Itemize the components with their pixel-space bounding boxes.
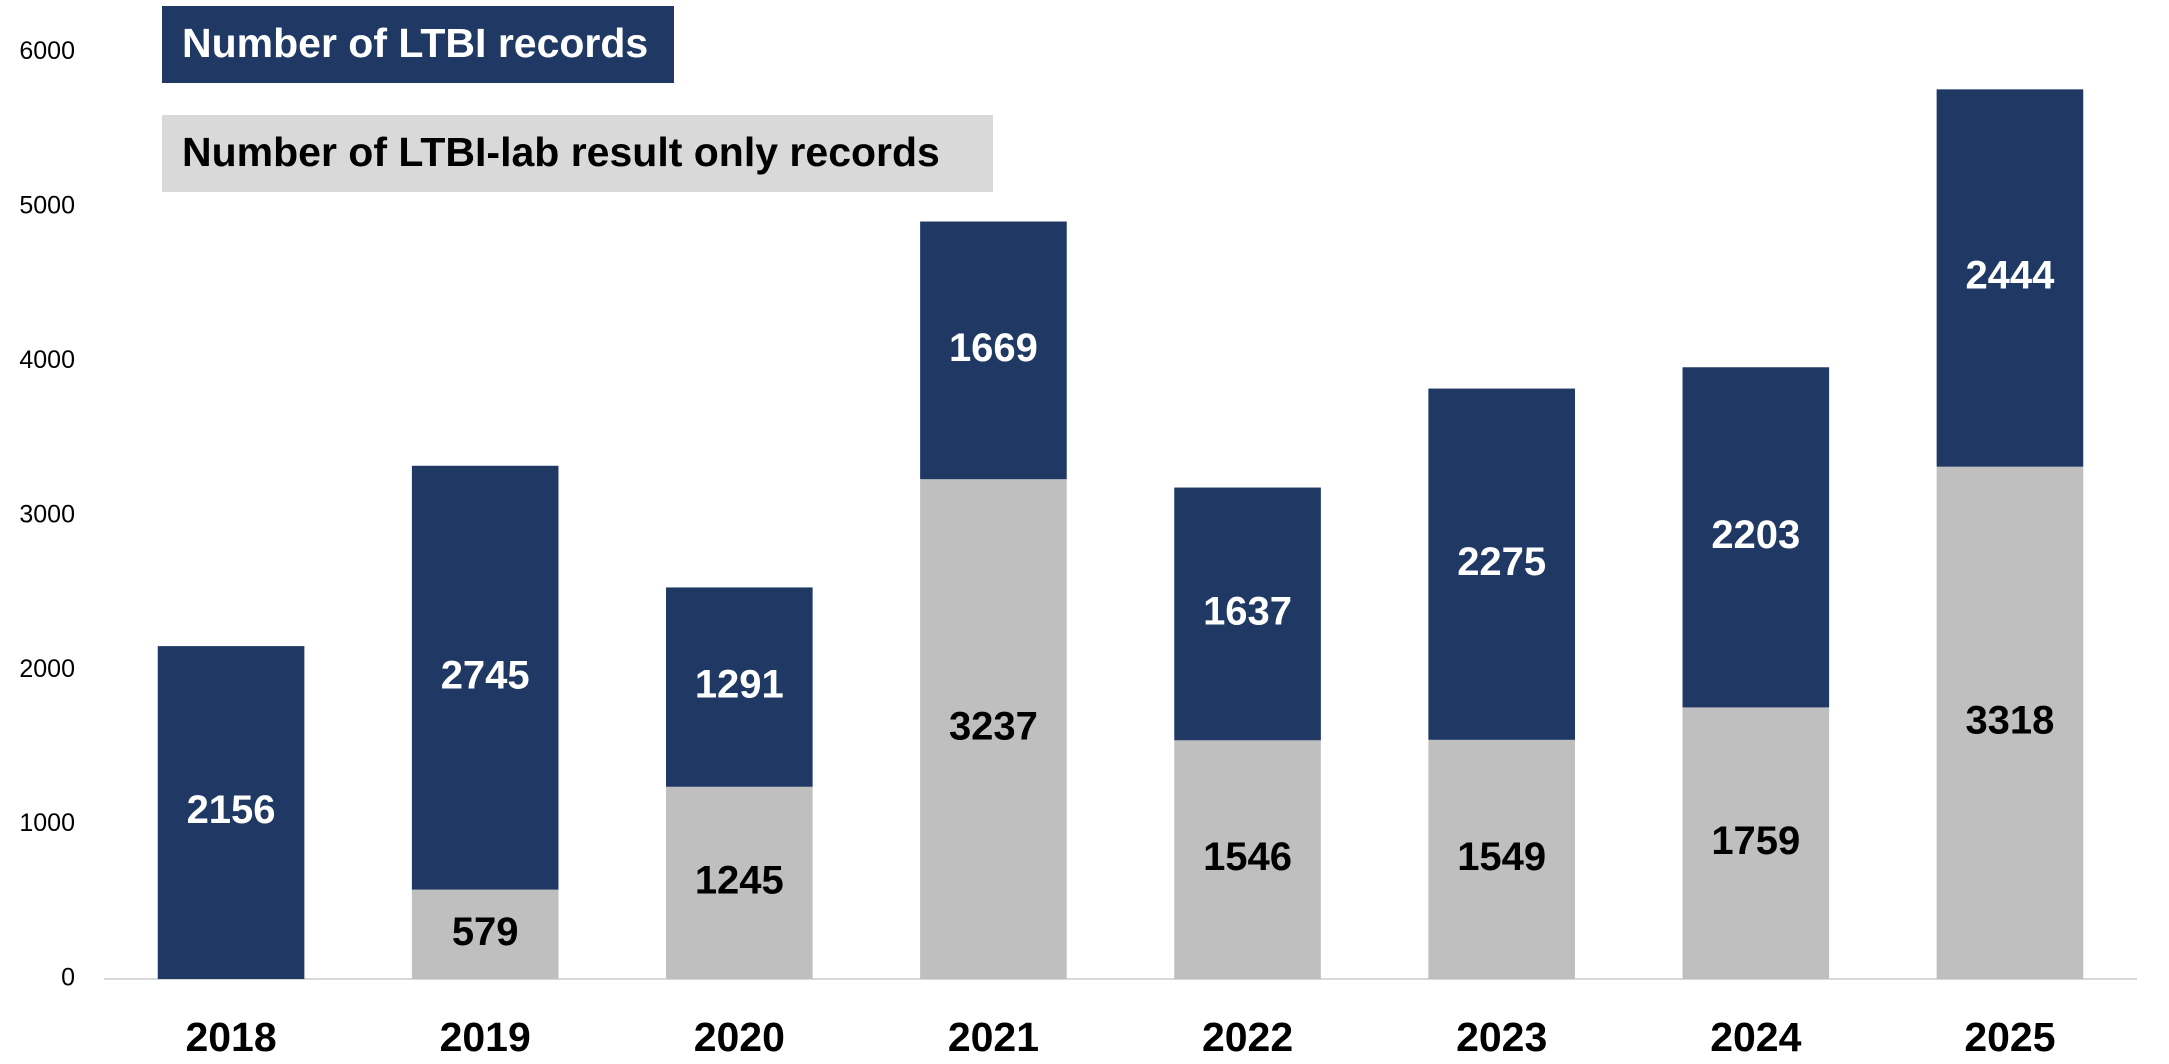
- bar-segment: [1682, 367, 1830, 708]
- y-tick-label: 2000: [19, 655, 75, 683]
- y-tick-label: 1000: [19, 809, 75, 837]
- data-label: 579: [452, 910, 519, 954]
- data-label: 2444: [1965, 254, 2055, 298]
- y-tick-label: 3000: [19, 500, 75, 528]
- bar-segment: [666, 786, 813, 979]
- legend-swatch: [162, 115, 993, 192]
- data-label: 3237: [949, 705, 1038, 749]
- bar-segment: [1428, 739, 1575, 979]
- x-tick-label: 2024: [1710, 1014, 1801, 1060]
- data-label: 3318: [1965, 698, 2054, 742]
- bar-segment: [920, 479, 1067, 979]
- data-label: 1669: [949, 326, 1038, 370]
- data-label: 2203: [1711, 513, 1800, 557]
- x-tick-label: 2018: [185, 1014, 276, 1060]
- bar-segment: [666, 587, 813, 787]
- x-tick-label: 2022: [1202, 1014, 1293, 1060]
- data-label: 1291: [695, 663, 784, 707]
- bar-segment: [1682, 707, 1830, 979]
- x-tick-label: 2025: [1964, 1014, 2055, 1060]
- data-label: 2745: [441, 653, 530, 697]
- legend-label: Number of LTBI-lab result only records: [182, 129, 940, 175]
- data-label: 1549: [1457, 835, 1546, 879]
- data-label: 1637: [1203, 589, 1292, 633]
- y-tick-label: 5000: [19, 192, 75, 220]
- data-label: 2275: [1457, 540, 1546, 584]
- x-tick-label: 2021: [948, 1014, 1039, 1060]
- data-label: 1759: [1711, 819, 1800, 863]
- bar-segment: [1174, 487, 1321, 741]
- bar-segment: [1936, 466, 2084, 979]
- bar-segment: [1428, 388, 1575, 740]
- bar-segment: [1174, 740, 1321, 979]
- data-label: 1546: [1203, 835, 1292, 879]
- bar-segment: [411, 465, 559, 890]
- legend-label: Number of LTBI records: [182, 20, 648, 66]
- y-tick-label: 6000: [19, 37, 75, 65]
- bar-segment: [1936, 89, 2084, 467]
- data-label: 1245: [695, 858, 784, 902]
- y-tick-label: 4000: [19, 346, 75, 374]
- x-tick-label: 2020: [694, 1014, 785, 1060]
- legend-swatch: [162, 6, 674, 83]
- y-tick-label: 0: [61, 964, 75, 992]
- data-label: 2156: [187, 788, 276, 832]
- bar-segment: [920, 221, 1067, 480]
- bar-segment: [157, 646, 305, 979]
- bar-segment: [411, 889, 559, 979]
- x-tick-label: 2019: [440, 1014, 531, 1060]
- x-tick-label: 2023: [1456, 1014, 1547, 1060]
